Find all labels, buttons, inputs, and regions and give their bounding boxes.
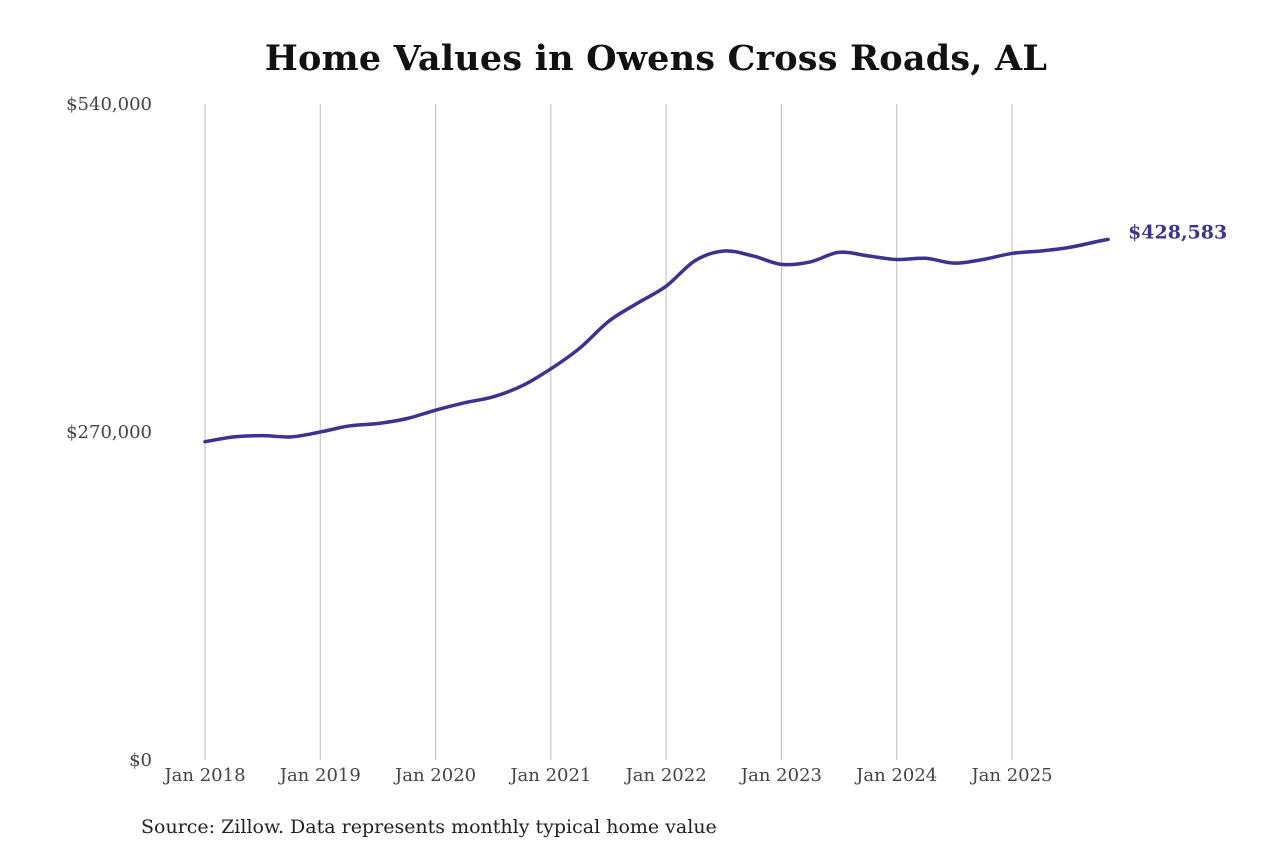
- x-tick-label: Jan 2021: [508, 765, 591, 786]
- y-tick-label: $270,000: [66, 422, 152, 443]
- source-note: Source: Zillow. Data represents monthly …: [141, 816, 717, 838]
- series-layer: [203, 237, 1110, 444]
- y-tick-label: $0: [129, 750, 152, 771]
- x-tick-labels: Jan 2018 Jan 2019 Jan 2020 Jan 2021 Jan 2022…: [162, 765, 1052, 786]
- x-tick-label: Jan 2018: [162, 765, 245, 786]
- x-tick-label: Jan 2025: [969, 765, 1052, 786]
- y-tick-labels: $0 $270,000 $540,000: [66, 94, 152, 771]
- series-line: [203, 237, 1110, 444]
- end-value-label: $428,583: [1128, 221, 1227, 243]
- chart-title: Home Values in Owens Cross Roads, AL: [264, 38, 1048, 79]
- x-tick-label: Jan 2024: [854, 765, 937, 786]
- x-tick-label: Jan 2019: [278, 765, 361, 786]
- y-tick-label: $540,000: [66, 94, 152, 115]
- end-label-layer: $428,583: [1128, 221, 1227, 243]
- x-tick-label: Jan 2022: [624, 765, 707, 786]
- x-tick-label: Jan 2020: [393, 765, 476, 786]
- x-tick-label: Jan 2023: [739, 765, 822, 786]
